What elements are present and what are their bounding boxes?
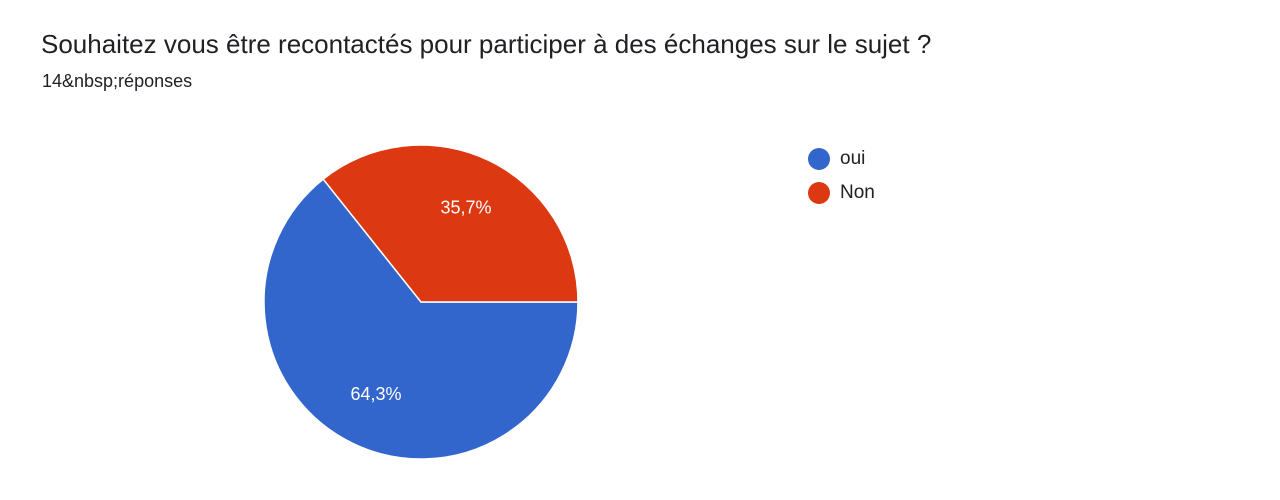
response-count: 14&nbsp;réponses	[42, 71, 193, 91]
legend-swatch-oui	[808, 148, 830, 170]
legend-swatch-non	[808, 182, 830, 204]
slice-label-oui: 64,3%	[350, 384, 401, 404]
slice-label-non: 35,7%	[440, 197, 491, 217]
question-title: Souhaitez vous être recontactés pour par…	[41, 29, 932, 59]
legend-item-non[interactable]: Non	[808, 176, 875, 210]
legend-item-oui[interactable]: oui	[808, 142, 875, 176]
legend-label-oui: oui	[840, 148, 866, 169]
pie-slice-oui[interactable]	[263, 178, 579, 460]
legend-label-non: Non	[840, 182, 875, 203]
pie-slice-non[interactable]	[322, 144, 579, 303]
chart-legend: oui Non	[808, 142, 875, 210]
